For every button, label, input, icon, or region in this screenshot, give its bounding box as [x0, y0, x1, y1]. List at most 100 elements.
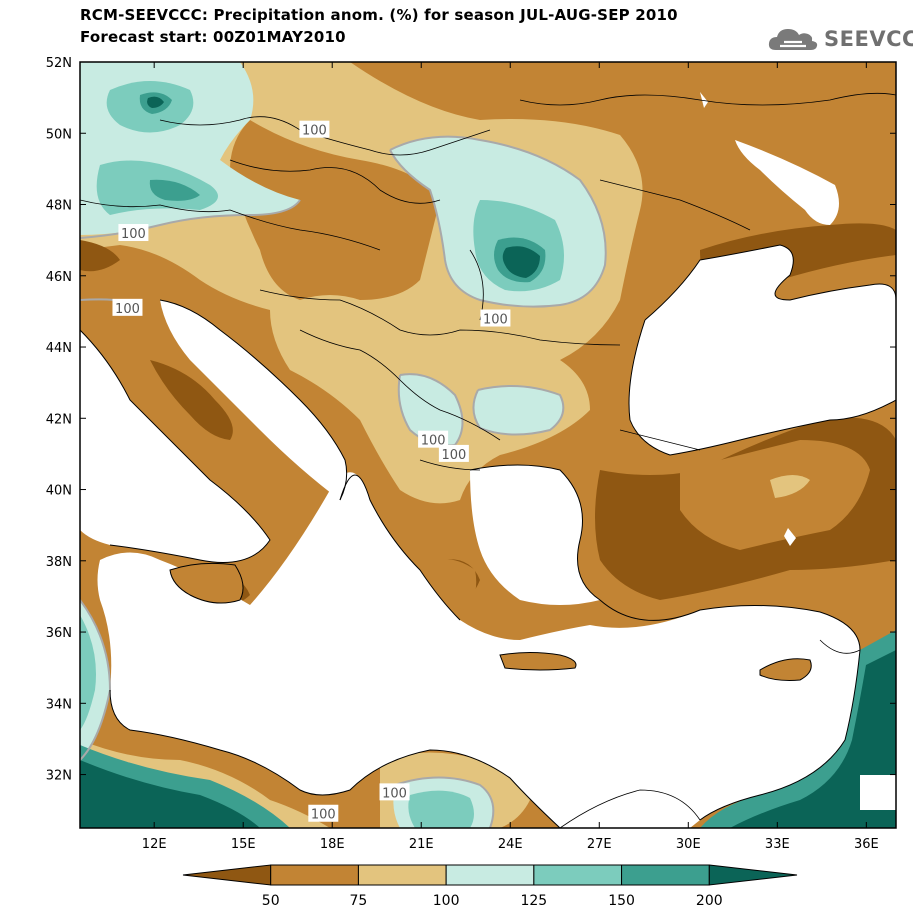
- field-125-150-libya: [408, 790, 474, 828]
- lat-label: 48N: [46, 199, 72, 214]
- missing-data-sliver-ukraine: [735, 140, 839, 225]
- lon-label: 30E: [676, 837, 701, 852]
- lon-label: 18E: [320, 837, 345, 852]
- contour-label-text: 100: [421, 434, 446, 449]
- field-above-200-carpathian: [502, 246, 540, 278]
- contour-100: [80, 135, 607, 828]
- contour-label-bg: [118, 224, 149, 242]
- lat-label: 52N: [46, 56, 72, 71]
- aegean-sea: [470, 465, 600, 605]
- forecast-start-label: Forecast start: 00Z01MAY2010: [80, 28, 346, 46]
- longitude-labels: 12E 15E 18E 21E 24E 27E 30E 33E 36E: [142, 837, 879, 852]
- missing-data-sliver-ne: [700, 92, 708, 108]
- colorbar-segment: [182, 864, 272, 886]
- contour-label: 100: [480, 309, 511, 328]
- cloud-icon: [768, 29, 818, 50]
- lat-label: 38N: [46, 555, 72, 570]
- contour-label: 100: [438, 444, 469, 463]
- colorbar-label: 125: [520, 893, 547, 909]
- sardinia-corsica: [80, 436, 96, 527]
- contour-label: 100: [308, 804, 339, 823]
- lon-label: 36E: [854, 837, 879, 852]
- field-100-125-balkans-e: [473, 386, 564, 435]
- contour-label: 100: [299, 120, 330, 139]
- colorbar-segment: [533, 864, 623, 886]
- contour-label-text: 100: [382, 786, 407, 801]
- axis-ticks: [80, 61, 896, 828]
- crete: [500, 652, 576, 670]
- contour-label-bg: [299, 120, 330, 138]
- lon-label: 15E: [231, 837, 256, 852]
- contour-label-text: 100: [115, 302, 140, 317]
- contour-label-text: 100: [441, 448, 466, 463]
- tyrrhenian-sea: [80, 330, 270, 563]
- lon-label: 24E: [498, 837, 523, 852]
- colorbar-label: 75: [350, 893, 368, 909]
- colorbar: [182, 864, 798, 886]
- contour-label-bg: [480, 309, 511, 327]
- field-100-125-balkans-w: [398, 374, 463, 446]
- lon-label: 21E: [409, 837, 434, 852]
- field-above-200-africa-sw: [80, 760, 260, 828]
- field-above-200-levant: [730, 650, 896, 828]
- missing-data-patch: [860, 775, 896, 810]
- colorbar-label: 50: [262, 893, 280, 909]
- colorbar-label: 100: [433, 893, 460, 909]
- colorbar-segment: [445, 864, 535, 886]
- missing-data-sliver-turkey: [784, 528, 796, 546]
- field-150-200-nw2: [149, 179, 200, 201]
- field-below-50-adriatic: [80, 240, 120, 272]
- lat-label: 36N: [46, 626, 72, 641]
- lat-label: 42N: [46, 412, 72, 427]
- contour-label: 100: [379, 783, 410, 801]
- adriatic-sea: [160, 300, 347, 500]
- lon-label: 12E: [142, 837, 167, 852]
- contour-label-bg: [308, 804, 339, 822]
- mediterranean-sea: [97, 472, 860, 828]
- lat-label: 40N: [46, 484, 72, 499]
- cyprus: [760, 658, 812, 681]
- contour-label: 100: [118, 224, 149, 242]
- lat-label: 34N: [46, 697, 72, 712]
- lon-label: 27E: [587, 837, 612, 852]
- lat-label: 32N: [46, 769, 72, 784]
- lat-label: 46N: [46, 270, 72, 285]
- map-title: RCM-SEEVCCC: Precipitation anom. (%) for…: [80, 6, 678, 24]
- seevccc-logo: SEEVCCC: [766, 22, 913, 56]
- field-125-150-africa-w: [80, 615, 96, 730]
- colorbar-segment: [708, 864, 798, 886]
- logo-text: SEEVCCC: [824, 27, 913, 51]
- contour-label-text: 100: [302, 124, 327, 139]
- colorbar-segment: [621, 864, 710, 886]
- contour-label: 100: [418, 430, 449, 449]
- peloponnese: [430, 558, 477, 610]
- contour-label-bg: [418, 430, 449, 448]
- lat-label: 44N: [46, 341, 72, 356]
- colorbar-labels: 50 75 100 125 150 200: [262, 893, 723, 909]
- contour-label-bg: [379, 783, 410, 801]
- field-50-75-central: [230, 120, 440, 300]
- contour-label-text: 100: [483, 313, 508, 328]
- colorbar-segment: [357, 864, 447, 886]
- field-above-200-nw: [147, 96, 164, 108]
- field-75-100-turkey: [770, 475, 810, 498]
- country-borders: [80, 92, 896, 828]
- precip-field: [80, 62, 896, 828]
- colorbar-segment: [270, 864, 359, 886]
- contour-label-text: 100: [121, 227, 146, 242]
- contour-label-bg: [438, 444, 469, 462]
- contour-label: 100: [112, 298, 143, 317]
- latitude-labels: 52N 50N 48N 46N 44N 42N 40N 38N 36N 34N 32N: [46, 56, 72, 784]
- colorbar-label: 200: [696, 893, 723, 909]
- contour-label-text: 100: [311, 808, 336, 823]
- black-sea: [629, 245, 896, 455]
- coastlines: [80, 244, 896, 828]
- lon-label: 33E: [765, 837, 790, 852]
- contour-label-bg: [112, 298, 143, 316]
- colorbar-label: 150: [608, 893, 635, 909]
- sicily-land: [170, 563, 244, 604]
- lat-label: 50N: [46, 127, 72, 142]
- field-below-50-italy: [150, 360, 233, 440]
